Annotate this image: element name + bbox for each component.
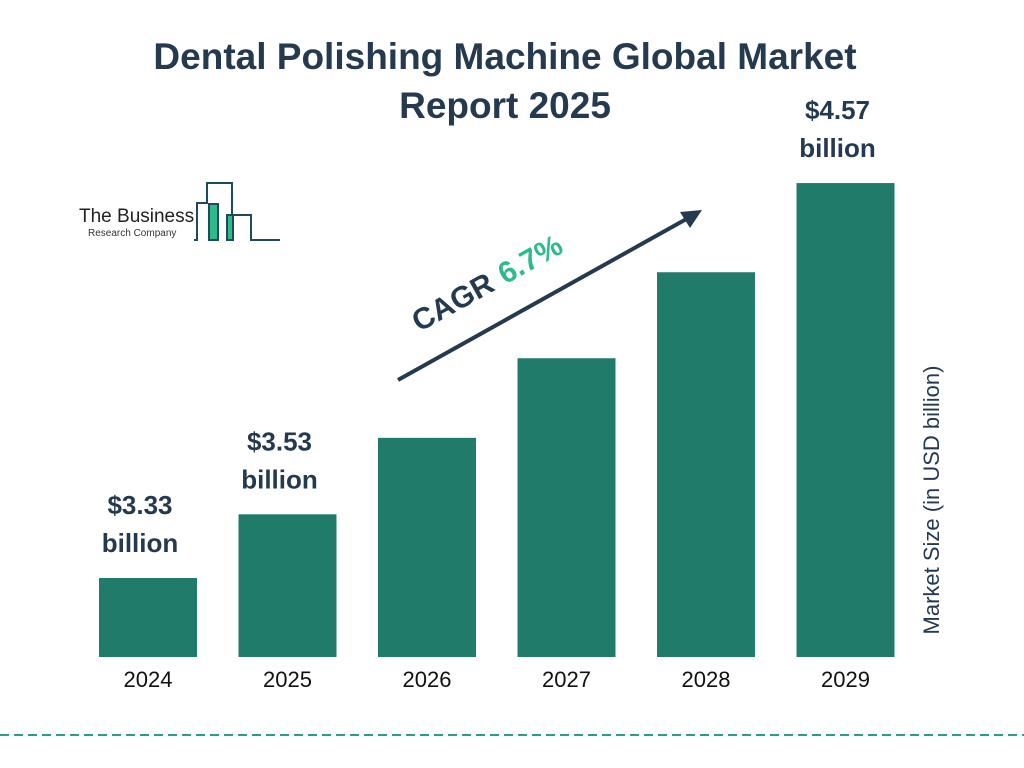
x-tick-label: 2024	[124, 667, 173, 692]
data-label: billion	[241, 464, 318, 494]
cagr-label: CAGR6.7%	[406, 229, 568, 339]
x-tick-label: 2028	[682, 667, 731, 692]
data-label: $3.53	[247, 426, 312, 456]
x-tick-label: 2026	[403, 667, 452, 692]
data-label: billion	[102, 528, 179, 558]
data-label: $4.57	[805, 95, 870, 125]
cagr-arrow	[397, 210, 702, 382]
data-label: $3.33	[107, 490, 172, 520]
bar-2024	[99, 578, 197, 657]
x-tick-label: 2029	[821, 667, 870, 692]
bar-2026	[378, 437, 476, 657]
x-tick-label: 2027	[542, 667, 591, 692]
data-label: billion	[799, 133, 876, 163]
logo-text: The Business	[79, 206, 195, 227]
logo-subtext: Research Company	[88, 228, 177, 239]
bar-2028	[657, 272, 755, 657]
logo-icon	[194, 182, 280, 241]
bar-2025	[238, 514, 337, 657]
bar-2029	[796, 183, 895, 657]
chart-title: Dental Polishing Machine Global Market R…	[153, 36, 857, 126]
x-tick-label: 2025	[263, 667, 312, 692]
bar-2027	[517, 358, 616, 657]
